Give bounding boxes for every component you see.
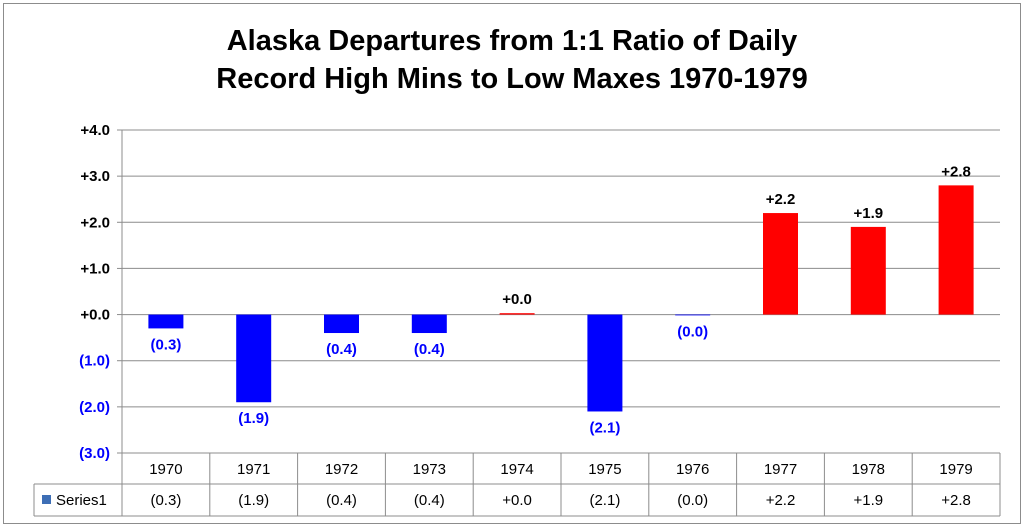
- y-tick-label: (2.0): [79, 399, 110, 416]
- table-value-1979: +2.8: [941, 492, 971, 509]
- data-label-1975: (2.1): [589, 419, 620, 436]
- data-label-1974: +0.0: [502, 291, 532, 308]
- category-label-1970: 1970: [149, 461, 182, 478]
- table-value-1978: +1.9: [853, 492, 883, 509]
- category-label-1977: 1977: [764, 461, 797, 478]
- bar-1975: [587, 314, 623, 412]
- y-tick-label: +3.0: [80, 168, 110, 185]
- y-tick-label: +0.0: [80, 307, 110, 324]
- bar-1972: [324, 314, 359, 334]
- chart-title-line-1: Alaska Departures from 1:1 Ratio of Dail…: [226, 25, 798, 57]
- table-value-1975: (2.1): [589, 492, 620, 509]
- y-tick-label: +4.0: [80, 122, 110, 139]
- y-tick-label: (3.0): [79, 445, 110, 462]
- data-label-1972: (0.4): [326, 341, 357, 358]
- category-label-1976: 1976: [676, 461, 709, 478]
- table-value-1972: (0.4): [326, 492, 357, 509]
- data-label-1978: +1.9: [853, 205, 883, 222]
- category-label-1979: 1979: [939, 461, 972, 478]
- category-label-1978: 1978: [852, 461, 885, 478]
- category-label-1973: 1973: [413, 461, 446, 478]
- table-value-1976: (0.0): [677, 492, 708, 509]
- data-label-1970: (0.3): [150, 336, 181, 353]
- table-value-1973: (0.4): [414, 492, 445, 509]
- bar-1970: [148, 314, 184, 329]
- chart-title-line-2: Record High Mins to Low Maxes 1970-1979: [216, 63, 808, 95]
- legend-key-series1: [42, 495, 51, 504]
- category-label-1974: 1974: [500, 461, 533, 478]
- y-tick-label: (1.0): [79, 353, 110, 370]
- data-label-1976: (0.0): [677, 323, 708, 340]
- data-label-1977: +2.2: [766, 191, 796, 208]
- bar-1976: [675, 314, 711, 316]
- bar-1974: [499, 313, 535, 315]
- bar-1979: [938, 185, 974, 315]
- table-value-1970: (0.3): [150, 492, 181, 509]
- bar-1978: [850, 226, 886, 315]
- y-tick-label: +1.0: [80, 260, 110, 277]
- table-value-1974: +0.0: [502, 492, 532, 509]
- data-label-1973: (0.4): [414, 341, 445, 358]
- bar-1971: [236, 314, 272, 403]
- legend-label-series1: Series1: [56, 492, 107, 509]
- chart-title: Alaska Departures from 1:1 Ratio of Dail…: [0, 22, 1024, 98]
- y-tick-label: +2.0: [80, 214, 110, 231]
- bar-1973: [411, 314, 447, 334]
- data-label-1971: (1.9): [238, 410, 269, 427]
- table-value-1971: (1.9): [238, 492, 269, 509]
- table-value-1977: +2.2: [766, 492, 796, 509]
- bar-1977: [763, 213, 798, 315]
- category-label-1972: 1972: [325, 461, 358, 478]
- category-label-1975: 1975: [588, 461, 621, 478]
- category-label-1971: 1971: [237, 461, 270, 478]
- data-label-1979: +2.8: [941, 163, 971, 180]
